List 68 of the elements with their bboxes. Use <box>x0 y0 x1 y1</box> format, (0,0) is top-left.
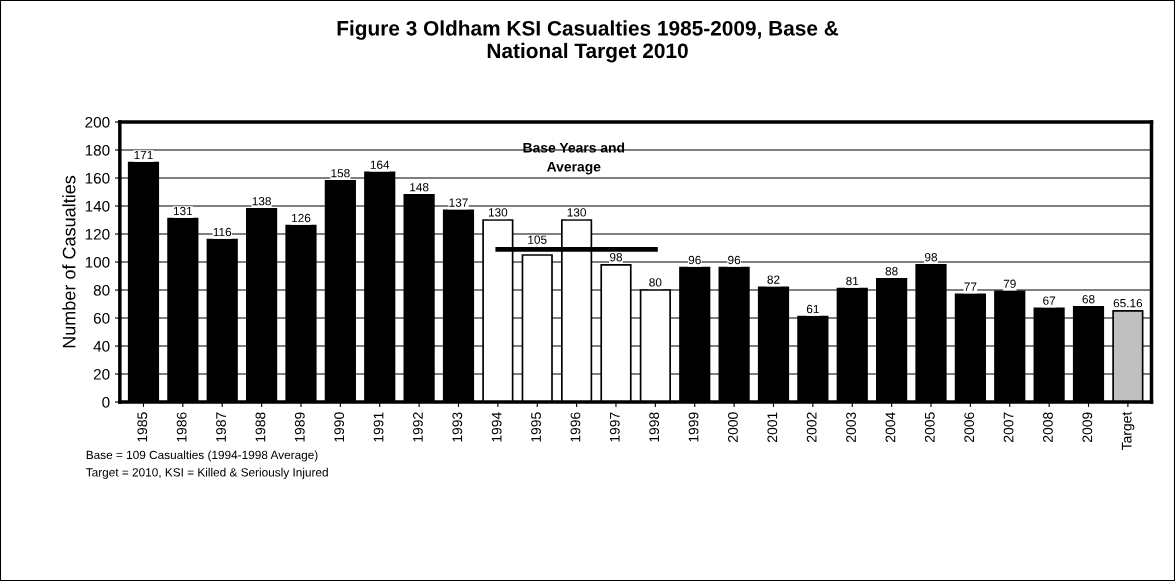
x-tick-label: 1985 <box>137 412 148 442</box>
x-tick-label: 2006 <box>964 412 975 442</box>
data-label: 138 <box>252 197 271 206</box>
x-tick-label: 1999 <box>688 412 699 442</box>
data-label: 96 <box>688 255 701 265</box>
data-label: 82 <box>767 275 780 284</box>
x-tick-label: 2003 <box>846 412 856 442</box>
data-label: 148 <box>410 183 429 192</box>
data-label: 105 <box>528 235 547 244</box>
data-label: 68 <box>1082 295 1095 304</box>
y-tick-label: 120 <box>85 228 110 240</box>
y-axis-title: Number of Casualties <box>62 175 76 348</box>
x-tick-label: 2001 <box>767 412 778 442</box>
data-label: 171 <box>134 150 153 160</box>
x-tick-label: 1994 <box>491 412 502 442</box>
data-label: 80 <box>649 278 662 287</box>
data-label: 126 <box>292 213 311 223</box>
annotation: Base Years and Average <box>523 142 625 175</box>
data-label: 88 <box>885 267 898 276</box>
x-tick-label: 1993 <box>452 412 463 442</box>
text: Base = 109 Casualties (1994-1998 Average) <box>86 450 318 462</box>
x-tick-label: 1996 <box>570 412 581 442</box>
data-label: 61 <box>806 304 819 314</box>
x-tick-label: 2005 <box>924 412 935 442</box>
x-tick-label: 1995 <box>531 412 541 442</box>
data-label: 77 <box>964 282 977 291</box>
x-tick-label: 1986 <box>176 412 187 442</box>
data-label: 67 <box>1043 296 1056 305</box>
chart-title: Figure 3 Oldham KSI Casualties 1985-2009, Base & National Target 2010 <box>337 20 839 63</box>
x-tick-label: 2000 <box>728 412 738 442</box>
x-tick-label: 1989 <box>294 412 305 442</box>
y-tick-label: 80 <box>93 284 110 296</box>
data-label: 98 <box>609 253 623 262</box>
y-tick-label: 180 <box>85 144 110 156</box>
data-label: 98 <box>924 253 938 262</box>
x-tick-label: 2002 <box>806 412 817 442</box>
y-tick-label: 40 <box>93 340 110 352</box>
y-tick-label: 100 <box>85 256 110 268</box>
data-label: 164 <box>370 160 390 169</box>
data-label: 137 <box>449 198 468 207</box>
x-tick-label: 1987 <box>216 412 226 442</box>
y-tick-label: 0 <box>102 396 110 408</box>
data-label: 65.16 <box>1113 299 1143 308</box>
x-tick-label: 2004 <box>885 412 896 442</box>
x-tick-label: 2009 <box>1082 412 1093 442</box>
x-tick-label: 1988 <box>255 412 266 442</box>
data-label: 81 <box>846 276 859 286</box>
y-tick-label: 20 <box>93 368 110 380</box>
data-label: 130 <box>488 208 508 217</box>
x-tick-label: 2008 <box>1043 412 1053 442</box>
x-tick-label: 1998 <box>649 412 660 442</box>
data-label: 116 <box>213 227 232 237</box>
x-tick-label: Target <box>1121 411 1135 451</box>
y-tick-label: 200 <box>85 116 110 128</box>
data-label: 130 <box>567 208 586 217</box>
x-tick-label: 2007 <box>1003 412 1014 442</box>
y-tick-label: 160 <box>85 172 110 184</box>
data-label: 79 <box>1003 279 1016 288</box>
x-tick-label: 1990 <box>334 412 345 442</box>
y-tick-label: 140 <box>85 200 110 212</box>
text: Target = 2010, KSI = Killed & Seriously Injured <box>86 467 328 479</box>
data-label: 131 <box>173 206 193 216</box>
x-tick-label: 1992 <box>413 412 423 442</box>
y-tick-label: 60 <box>93 312 110 324</box>
x-tick-label: 1991 <box>373 412 384 442</box>
data-label: 96 <box>728 255 741 265</box>
x-tick-label: 1997 <box>609 412 620 442</box>
data-label: 158 <box>331 169 350 178</box>
